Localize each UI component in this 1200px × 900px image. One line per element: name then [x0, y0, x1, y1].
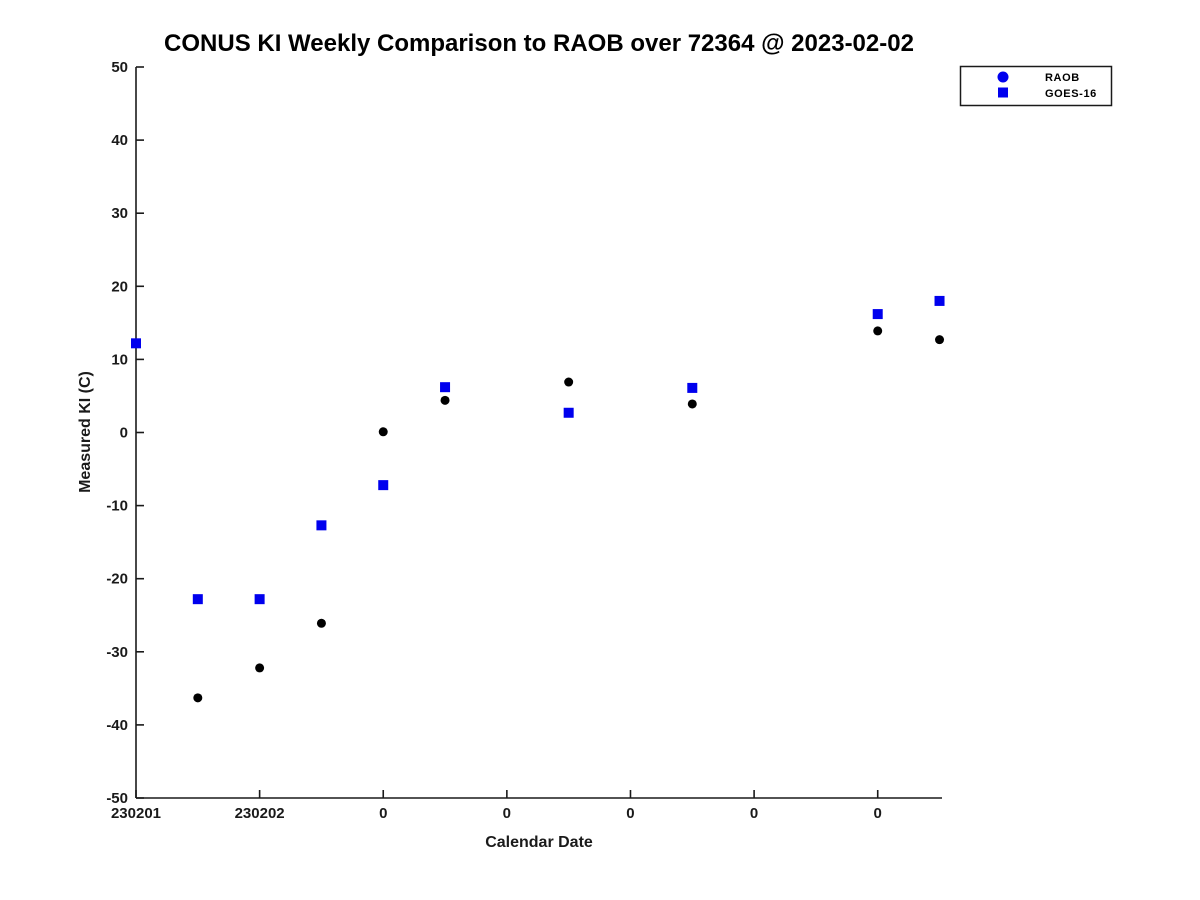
data-point-raob [687, 399, 697, 409]
y-tick-label: -40 [106, 717, 128, 734]
legend-raob-circle-marker-icon [997, 71, 1009, 83]
y-tick-label: 20 [111, 278, 128, 295]
data-points [131, 295, 945, 703]
data-point-goes-16 [687, 382, 698, 393]
legend-label-goes16: GOES-16 [1045, 88, 1097, 100]
data-point-raob [378, 427, 388, 437]
y-tick-label: -50 [106, 790, 128, 807]
legend-goes16-square-marker-icon [998, 87, 1008, 98]
data-point-raob [440, 395, 450, 405]
y-tick-label: 10 [111, 351, 128, 368]
data-point-goes-16 [872, 309, 883, 320]
chart-title: CONUS KI Weekly Comparison to RAOB over … [164, 30, 914, 57]
legend-label-raob: RAOB [1045, 72, 1080, 84]
y-tick-label: -10 [106, 498, 128, 515]
y-tick-label: 50 [111, 59, 128, 76]
legend: RAOB GOES-16 [959, 65, 1113, 107]
legend-box [959, 65, 1113, 107]
y-tick-label: 40 [111, 132, 128, 149]
x-tick-label: 0 [503, 805, 511, 822]
y-tick-label: -20 [106, 571, 128, 588]
y-tick-label: 0 [120, 425, 128, 442]
x-tick-label: 0 [379, 805, 387, 822]
data-point-goes-16 [934, 295, 945, 306]
data-point-goes-16 [254, 594, 265, 605]
data-point-goes-16 [131, 338, 141, 349]
x-tick-label: 230202 [235, 805, 285, 822]
data-point-goes-16 [192, 594, 203, 605]
data-point-raob [193, 693, 203, 703]
data-point-goes-16 [378, 480, 389, 491]
x-tick-label: 230201 [111, 805, 161, 822]
data-point-goes-16 [440, 382, 451, 393]
data-point-raob [255, 663, 265, 673]
data-point-raob [316, 618, 326, 628]
x-tick-label: 0 [874, 805, 882, 822]
data-point-goes-16 [563, 407, 574, 418]
data-point-raob [564, 377, 574, 387]
x-axis-label: Calendar Date [485, 834, 593, 851]
y-tick-label: -30 [106, 644, 128, 661]
y-tick-label: 30 [111, 205, 128, 222]
x-tick-label: 0 [626, 805, 634, 822]
data-point-raob [935, 335, 945, 345]
data-point-raob [873, 326, 883, 336]
data-point-goes-16 [316, 520, 327, 531]
axes: 230201 230202 0 0 0 0 0 50 40 30 20 10 0 -10 -20 -30 -40… [106, 59, 942, 822]
y-axis-label: Measured KI (C) [77, 371, 94, 493]
x-tick-label: 0 [750, 805, 758, 822]
